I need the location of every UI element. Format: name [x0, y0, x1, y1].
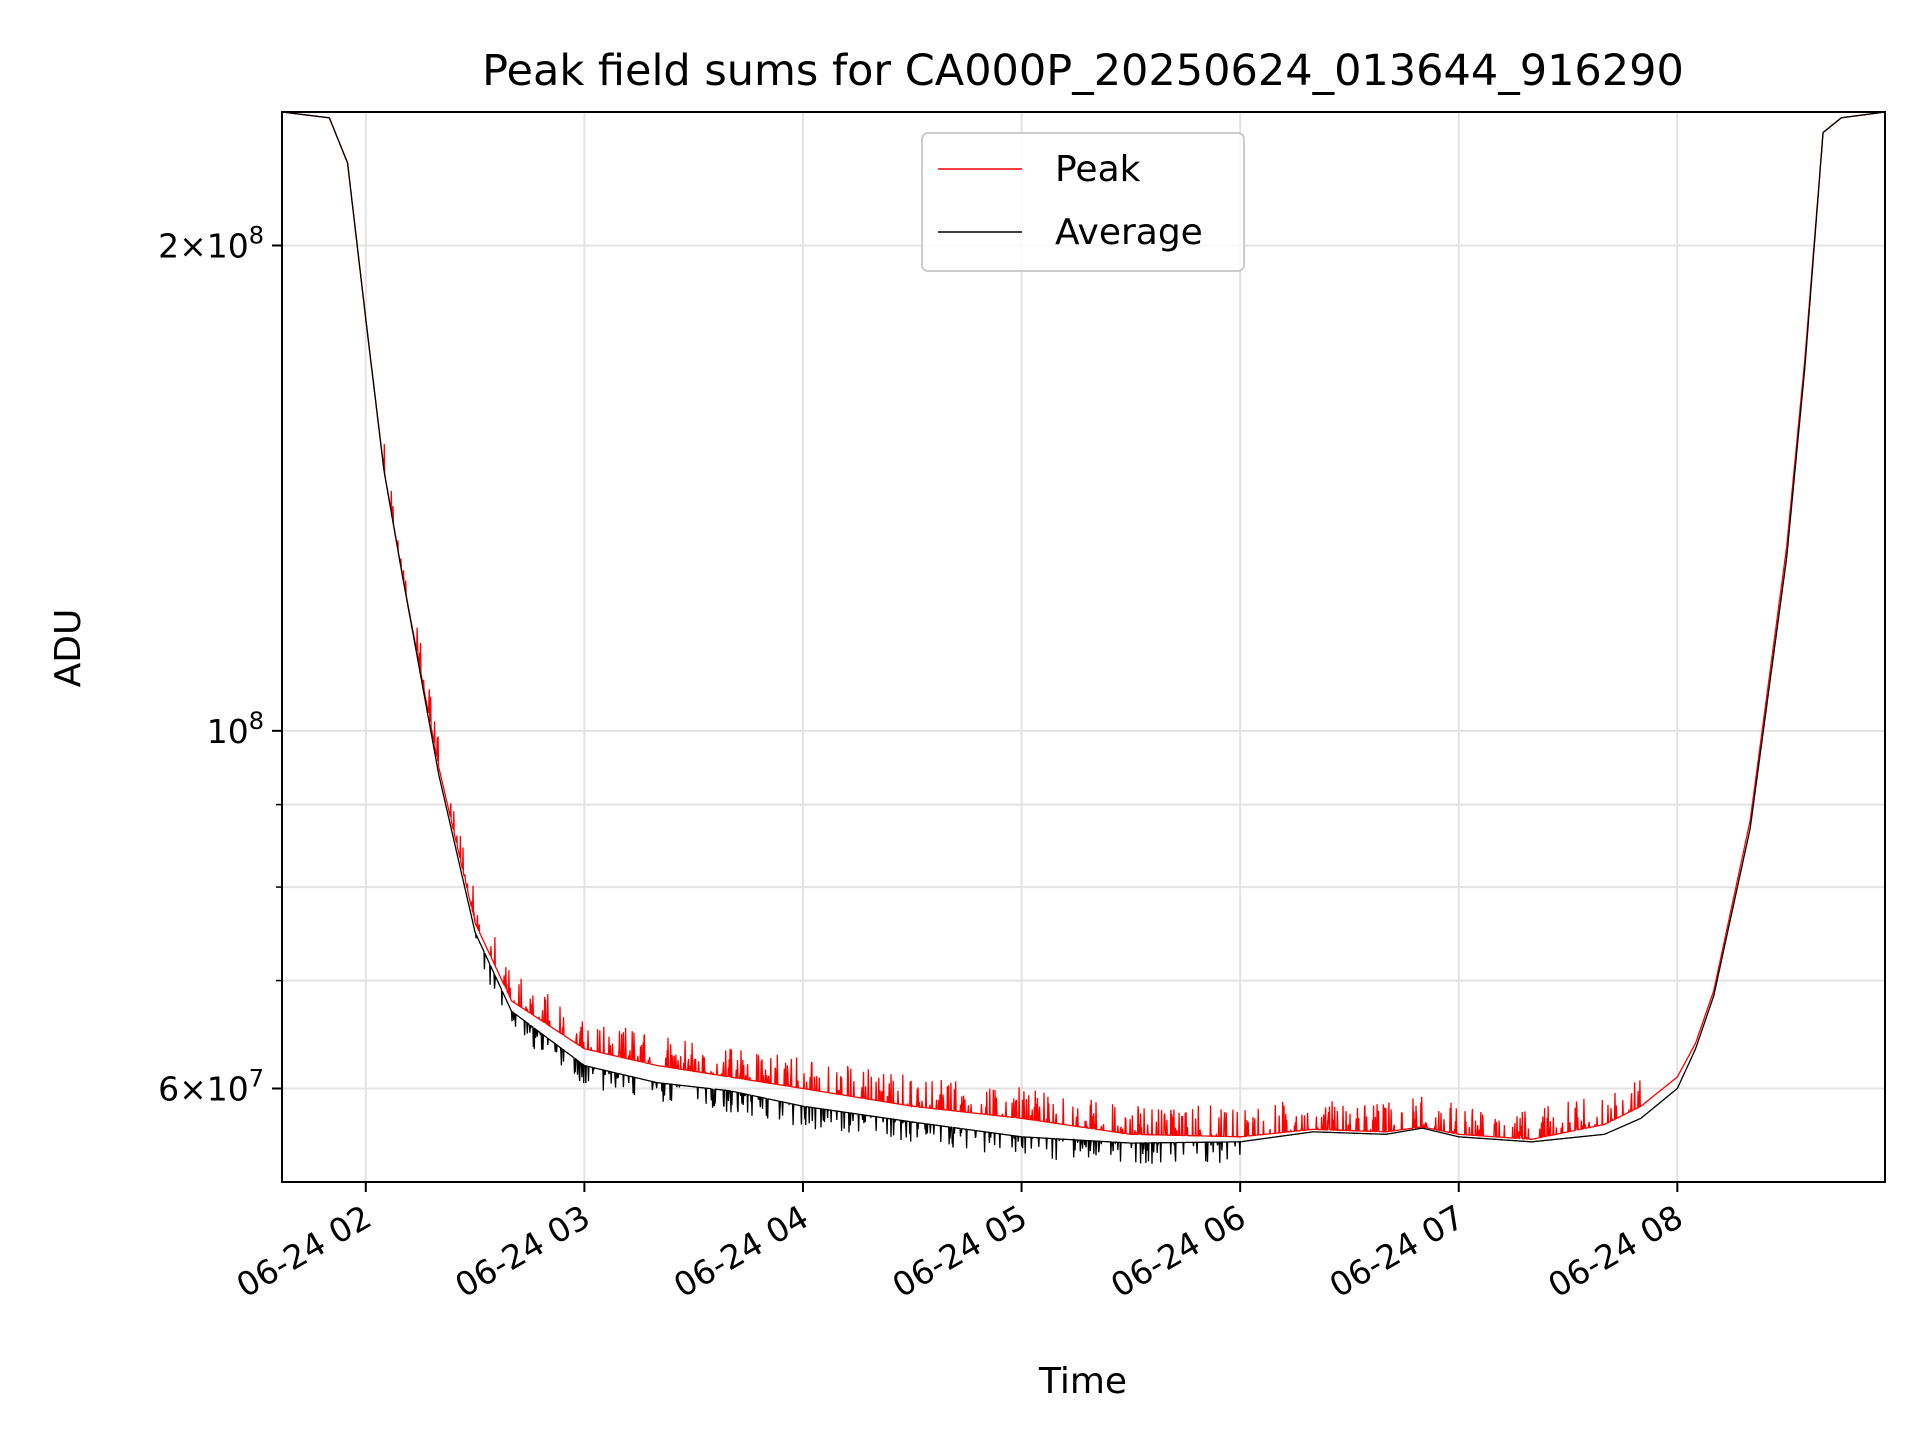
- plot-frame: [281, 111, 1886, 1183]
- chart-title: Peak field sums for CA000P_20250624_0136…: [482, 46, 1684, 96]
- series-line-peak: [281, 111, 1885, 1140]
- x-tick-label: 06-24 04: [667, 1197, 815, 1305]
- x-tick-label: 06-24 06: [1104, 1197, 1252, 1305]
- y-tick-label: 2×108: [158, 221, 264, 265]
- legend-label-average: Average: [1055, 212, 1203, 253]
- x-tick-label: 06-24 07: [1323, 1197, 1471, 1305]
- grid: [282, 112, 1885, 1182]
- series-line-average: [281, 111, 1885, 1164]
- series: [281, 111, 1885, 1164]
- legend: Peak Average: [921, 132, 1245, 272]
- y-axis: 2×108 108 6×107: [158, 221, 282, 1109]
- y-tick-label: 108: [207, 707, 264, 751]
- legend-box: [921, 132, 1245, 272]
- x-tick-label: 06-24 02: [230, 1197, 378, 1305]
- y-axis-title: ADU: [48, 609, 89, 688]
- x-tick-label: 06-24 03: [448, 1197, 596, 1305]
- x-axis-title: Time: [1038, 1361, 1127, 1402]
- x-tick-label: 06-24 08: [1541, 1197, 1689, 1305]
- y-tick-label: 6×107: [158, 1065, 264, 1109]
- x-axis: 06-24 02 06-24 03 06-24 04 06-24 05 06-24 06…: [230, 1182, 1689, 1305]
- legend-label-peak: Peak: [1055, 149, 1141, 190]
- x-tick-label: 06-24 05: [886, 1197, 1034, 1305]
